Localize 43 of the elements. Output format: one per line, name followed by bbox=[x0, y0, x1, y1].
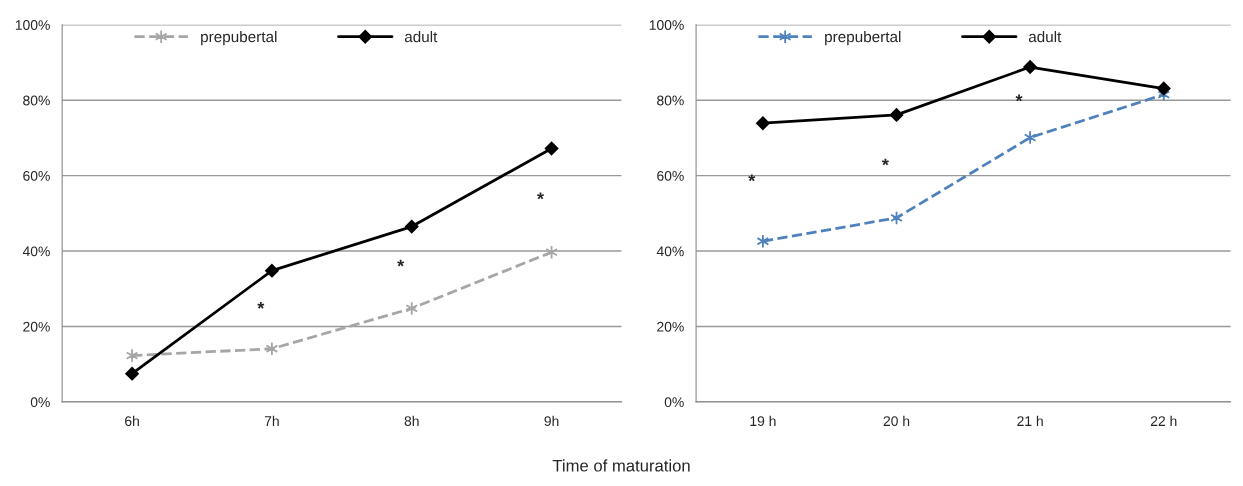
y-tick-label: 0% bbox=[30, 397, 50, 408]
x-tick-label: 9h bbox=[544, 415, 559, 427]
x-tick-label: 7h bbox=[264, 415, 279, 426]
annotation: * bbox=[1015, 94, 1023, 102]
y-tick-label: 0% bbox=[664, 397, 684, 408]
legend-label: prepubertal bbox=[201, 30, 277, 46]
x-tick-label: 8h bbox=[404, 415, 419, 427]
annotation: * bbox=[748, 174, 756, 182]
x-tick-label: 20 h bbox=[883, 415, 910, 427]
y-tick-label: 20% bbox=[23, 321, 50, 332]
x-axis-title: Time of maturation bbox=[552, 459, 690, 472]
x-tick-label: 6h bbox=[125, 415, 139, 427]
point bbox=[756, 116, 770, 131]
point bbox=[1156, 81, 1171, 96]
point bbox=[404, 219, 419, 234]
x-tick-label: 19 h bbox=[750, 415, 776, 427]
point bbox=[265, 263, 279, 278]
y-tick-label: 100% bbox=[649, 20, 684, 30]
point bbox=[405, 301, 419, 316]
annotation: * bbox=[257, 301, 265, 309]
point bbox=[889, 108, 904, 122]
x-tick-label: 22 h bbox=[1150, 415, 1177, 426]
y-tick-label: 40% bbox=[22, 246, 50, 257]
y-tick-label: 80% bbox=[23, 95, 50, 106]
y-tick-label: 60% bbox=[657, 170, 684, 181]
annotation: * bbox=[537, 192, 544, 200]
legend-label: prepubertal bbox=[825, 30, 901, 46]
y-tick-label: 80% bbox=[657, 95, 684, 106]
point bbox=[544, 141, 559, 156]
y-tick-label: 60% bbox=[23, 170, 50, 181]
y-tick-label: 20% bbox=[657, 321, 684, 332]
point bbox=[125, 366, 139, 381]
annotation: * bbox=[397, 259, 405, 267]
annotation: * bbox=[881, 158, 889, 166]
y-tick-label: 100% bbox=[15, 20, 50, 30]
point bbox=[265, 341, 279, 356]
point bbox=[1023, 130, 1037, 145]
point bbox=[1023, 60, 1037, 74]
legend-label: adult bbox=[404, 30, 438, 43]
y-tick-label: 40% bbox=[656, 246, 684, 257]
x-tick-label: 21 h bbox=[1017, 415, 1043, 426]
point bbox=[756, 234, 770, 249]
legend-label: adult bbox=[1028, 30, 1062, 43]
